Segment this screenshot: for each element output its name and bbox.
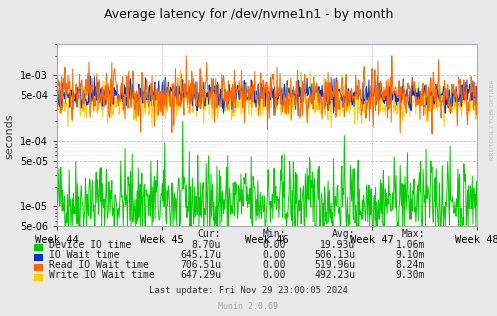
- Text: RRDTOOL / TOBI OETIKER: RRDTOOL / TOBI OETIKER: [490, 80, 495, 161]
- Text: 19.93u: 19.93u: [320, 240, 355, 250]
- Text: Munin 2.0.69: Munin 2.0.69: [219, 302, 278, 311]
- Text: 1.06m: 1.06m: [396, 240, 425, 250]
- Text: 492.23u: 492.23u: [314, 270, 355, 280]
- Text: 0.00: 0.00: [262, 260, 286, 270]
- Text: 706.51u: 706.51u: [180, 260, 221, 270]
- Text: 8.70u: 8.70u: [192, 240, 221, 250]
- Text: 0.00: 0.00: [262, 240, 286, 250]
- Text: Last update: Fri Nov 29 23:00:05 2024: Last update: Fri Nov 29 23:00:05 2024: [149, 286, 348, 295]
- Text: Cur:: Cur:: [198, 229, 221, 239]
- Text: 645.17u: 645.17u: [180, 250, 221, 260]
- Text: 9.10m: 9.10m: [396, 250, 425, 260]
- Text: 9.30m: 9.30m: [396, 270, 425, 280]
- Text: IO Wait time: IO Wait time: [49, 250, 119, 260]
- Text: Min:: Min:: [262, 229, 286, 239]
- Text: 519.96u: 519.96u: [314, 260, 355, 270]
- Text: Max:: Max:: [402, 229, 425, 239]
- Text: Read IO Wait time: Read IO Wait time: [49, 260, 149, 270]
- Text: 8.24m: 8.24m: [396, 260, 425, 270]
- Text: Avg:: Avg:: [332, 229, 355, 239]
- Text: 0.00: 0.00: [262, 250, 286, 260]
- Text: Average latency for /dev/nvme1n1 - by month: Average latency for /dev/nvme1n1 - by mo…: [104, 8, 393, 21]
- Text: 647.29u: 647.29u: [180, 270, 221, 280]
- Text: Device IO time: Device IO time: [49, 240, 131, 250]
- Text: seconds: seconds: [4, 113, 14, 159]
- Text: 506.13u: 506.13u: [314, 250, 355, 260]
- Text: Write IO Wait time: Write IO Wait time: [49, 270, 155, 280]
- Text: 0.00: 0.00: [262, 270, 286, 280]
